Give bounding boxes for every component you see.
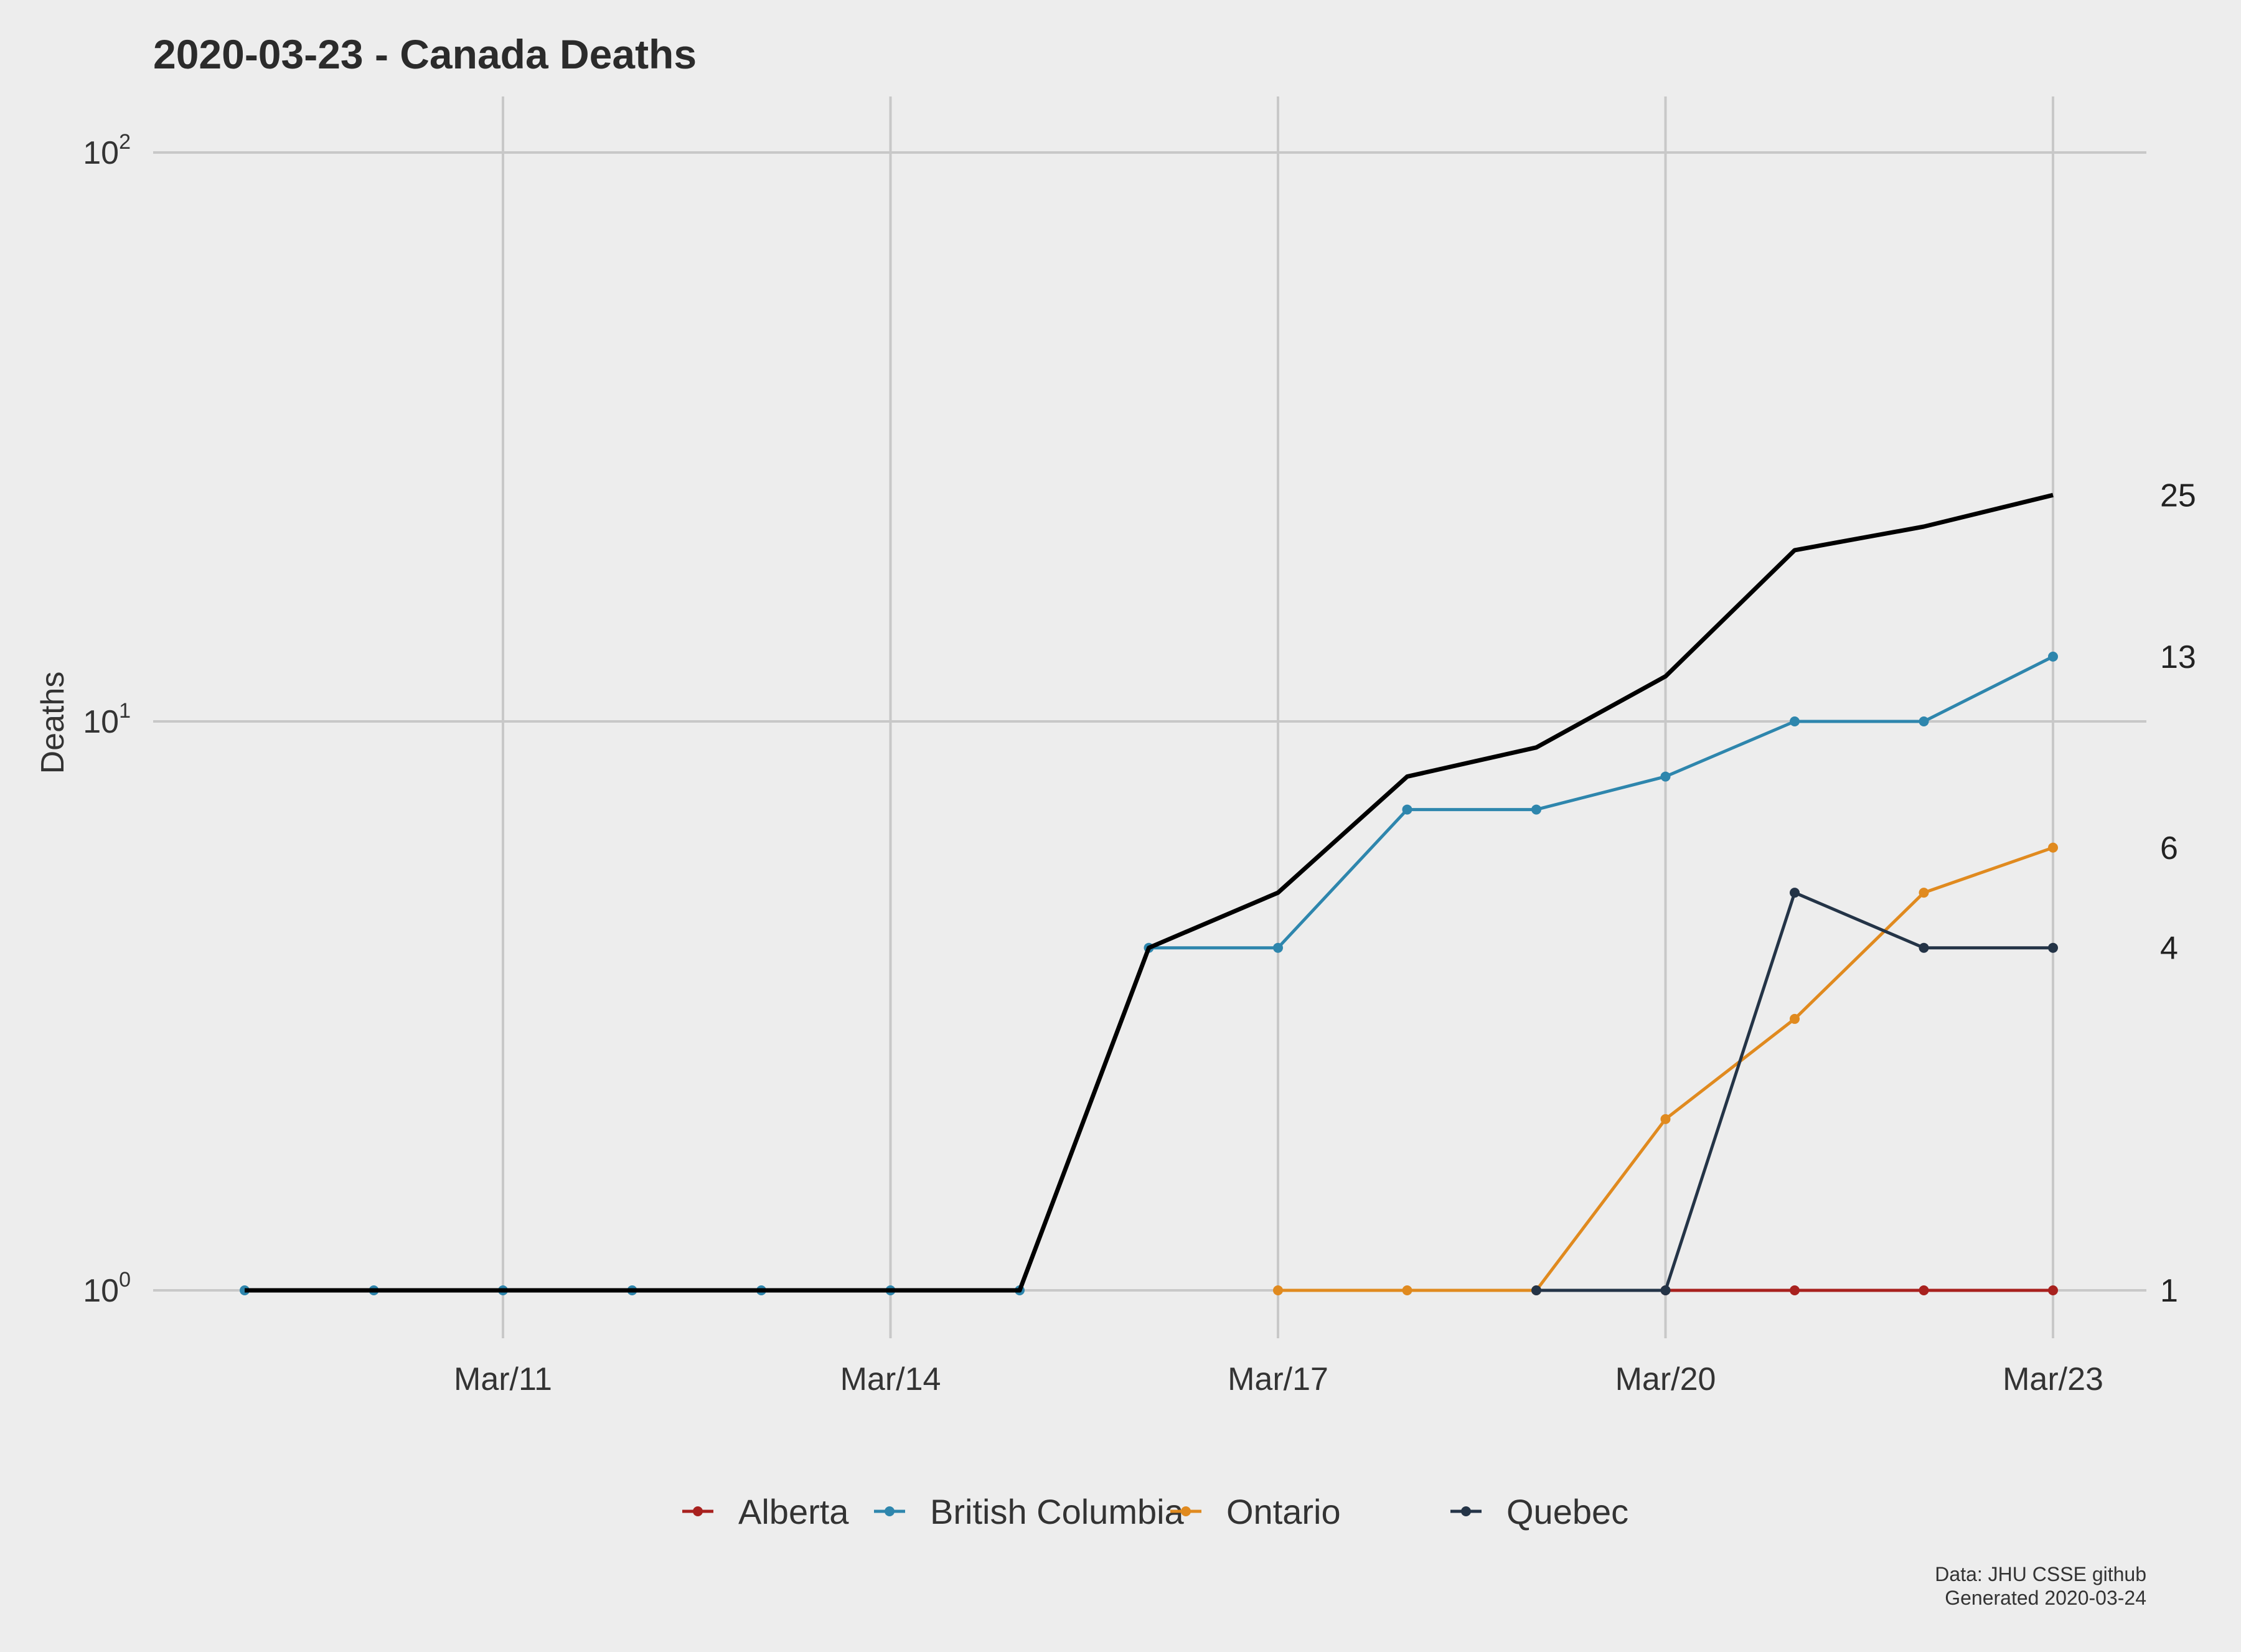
series-line-quebec bbox=[1536, 891, 2053, 1292]
series-quebec bbox=[1531, 888, 2058, 1295]
end-labels: 25 13 6 4 1 bbox=[2160, 477, 2196, 1309]
x-tick-label: Mar/23 bbox=[2003, 1361, 2103, 1397]
data-point-ontario bbox=[1790, 1013, 1800, 1024]
caption-line: Generated 2020-03-24 bbox=[1945, 1587, 2146, 1609]
data-point-ontario bbox=[1919, 888, 1929, 898]
legend-item-alberta: Alberta bbox=[682, 1492, 849, 1531]
data-point-quebec bbox=[1531, 1285, 1541, 1295]
y-tick-labels: 100 101 102 bbox=[83, 130, 131, 1309]
x-tick-label: Mar/14 bbox=[840, 1361, 941, 1397]
data-point-british-columbia bbox=[1790, 716, 1800, 726]
legend-label: Alberta bbox=[738, 1492, 849, 1531]
series-alberta bbox=[1660, 1285, 2058, 1295]
caption-line: Data: JHU CSSE github bbox=[1935, 1563, 2146, 1585]
chart-title: 2020-03-23 - Canada Deaths bbox=[153, 31, 697, 77]
data-point-alberta bbox=[1919, 1285, 1929, 1295]
y-tick-label: 100 bbox=[83, 1268, 131, 1309]
series-total bbox=[245, 492, 2054, 1293]
data-point-alberta bbox=[1790, 1285, 1800, 1295]
data-point-ontario bbox=[2048, 842, 2058, 853]
end-label: 4 bbox=[2160, 931, 2178, 967]
data-point-british-columbia bbox=[1402, 804, 1412, 815]
data-point-quebec bbox=[1790, 888, 1800, 898]
data-point-ontario bbox=[1402, 1285, 1412, 1295]
series-british-columbia bbox=[240, 651, 2058, 1295]
data-point-quebec bbox=[2048, 942, 2058, 953]
legend-item-ontario: Ontario bbox=[1170, 1492, 1341, 1531]
data-point-british-columbia bbox=[1531, 804, 1541, 815]
end-label: 6 bbox=[2160, 830, 2178, 866]
legend-label: British Columbia bbox=[930, 1492, 1185, 1531]
legend-marker bbox=[885, 1506, 895, 1516]
data-point-british-columbia bbox=[1660, 771, 1671, 782]
x-tick-labels: Mar/11 Mar/14 Mar/17 Mar/20 Mar/23 bbox=[454, 1361, 2103, 1397]
y-tick-label: 102 bbox=[83, 130, 131, 171]
data-point-british-columbia bbox=[1919, 716, 1929, 726]
data-point-ontario bbox=[1660, 1114, 1671, 1124]
data-point-alberta bbox=[2048, 1285, 2058, 1295]
y-axis-label: Deaths bbox=[35, 672, 71, 774]
x-tick-label: Mar/17 bbox=[1228, 1361, 1328, 1397]
data-point-british-columbia bbox=[1273, 942, 1283, 953]
legend-item-quebec: Quebec bbox=[1450, 1492, 1628, 1531]
y-tick-label: 101 bbox=[83, 699, 131, 740]
end-label: 25 bbox=[2160, 477, 2196, 514]
end-label: 1 bbox=[2160, 1273, 2178, 1309]
series-lines bbox=[240, 492, 2058, 1295]
series-line-british-columbia bbox=[245, 655, 2054, 1292]
legend-label: Ontario bbox=[1226, 1492, 1341, 1531]
legend-item-british-columbia: British Columbia bbox=[874, 1492, 1185, 1531]
gridlines bbox=[153, 96, 2146, 1338]
data-point-british-columbia bbox=[2048, 651, 2058, 662]
x-tick-label: Mar/20 bbox=[1615, 1361, 1716, 1397]
legend-label: Quebec bbox=[1506, 1492, 1628, 1531]
legend-marker bbox=[1181, 1506, 1191, 1516]
legend-marker bbox=[1461, 1506, 1471, 1516]
series-line-total bbox=[245, 492, 2054, 1293]
data-point-ontario bbox=[1273, 1285, 1283, 1295]
x-tick-label: Mar/11 bbox=[454, 1361, 552, 1397]
legend-marker bbox=[693, 1506, 703, 1516]
data-point-quebec bbox=[1919, 942, 1929, 953]
data-point-quebec bbox=[1660, 1285, 1671, 1295]
legend: Alberta British Columbia Ontario Quebec bbox=[682, 1492, 1628, 1531]
end-label: 13 bbox=[2160, 639, 2196, 675]
